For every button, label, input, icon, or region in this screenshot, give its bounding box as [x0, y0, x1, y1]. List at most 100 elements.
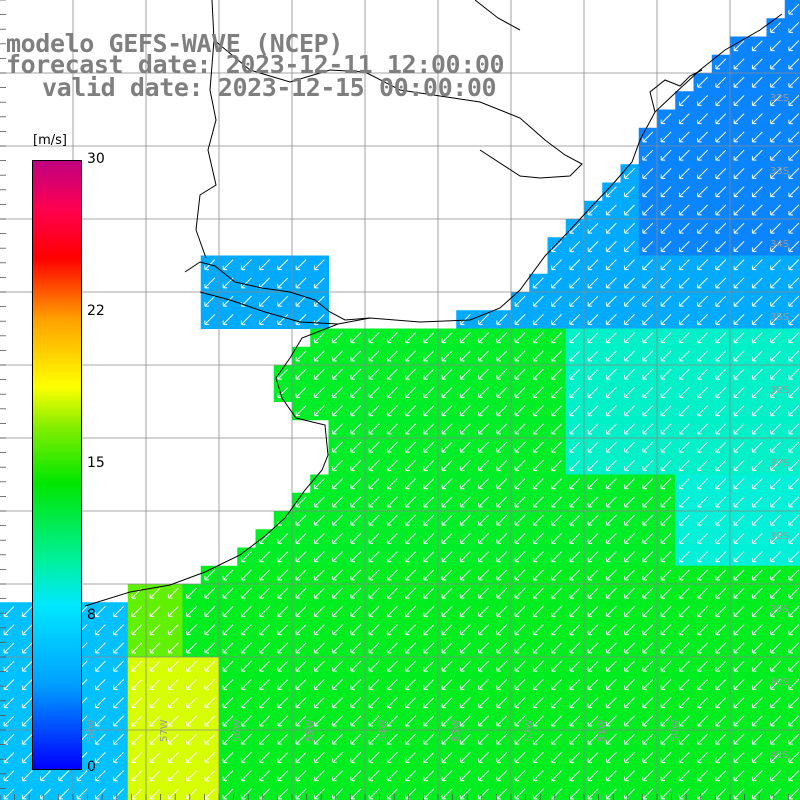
wind-arrow	[240, 314, 252, 325]
wind-arrow	[715, 131, 727, 143]
lat-label: 37S	[770, 458, 790, 469]
wind-arrow	[569, 368, 581, 380]
wind-arrow	[551, 770, 562, 782]
wind-arrow	[733, 660, 745, 672]
wind-arrow	[624, 569, 635, 581]
wind-arrow	[715, 770, 727, 782]
wind-arrow	[21, 606, 33, 617]
wind-arrow	[660, 186, 672, 198]
wind-arrow	[605, 204, 617, 216]
wind-arrow	[313, 277, 325, 289]
wind-arrow	[386, 642, 398, 654]
lat-label: 40S	[770, 677, 790, 688]
wind-arrow	[368, 660, 380, 672]
wind-arrow	[788, 788, 800, 800]
wind-arrow	[21, 788, 33, 800]
wind-arrow	[605, 624, 617, 636]
wind-arrow	[642, 295, 654, 307]
wind-arrow	[350, 478, 362, 490]
wind-arrow	[423, 551, 435, 563]
wind-arrow	[441, 697, 453, 709]
wind-arrow	[405, 405, 416, 417]
wind-arrow	[624, 423, 635, 435]
wind-arrow	[459, 642, 471, 654]
wind-arrow	[332, 496, 343, 508]
wind-arrow	[368, 460, 380, 471]
colorbar-tick-30: 30	[87, 151, 105, 167]
wind-arrow	[350, 587, 362, 599]
wind-arrow	[496, 606, 508, 617]
wind-arrow	[660, 405, 672, 417]
wind-arrow	[405, 697, 416, 709]
wind-arrow	[660, 715, 672, 727]
wind-arrow	[76, 788, 88, 800]
wind-arrow	[295, 733, 307, 745]
wind-arrow	[313, 569, 325, 581]
lon-label: 53W	[451, 719, 462, 742]
lat-label: 34S	[770, 239, 790, 250]
wind-arrow	[751, 314, 763, 325]
lon-label: 56W	[232, 719, 243, 742]
wind-arrow	[259, 551, 270, 563]
wind-arrow	[295, 405, 307, 417]
wind-arrow	[532, 277, 544, 289]
wind-arrow	[368, 423, 380, 435]
wind-arrow	[770, 368, 781, 380]
wind-arrow	[532, 715, 544, 727]
wind-arrow	[186, 752, 197, 763]
wind-arrow	[751, 460, 763, 471]
wind-arrow	[733, 551, 745, 563]
wind-arrow	[313, 606, 325, 617]
wind-arrow	[697, 259, 708, 271]
wind-arrow	[642, 660, 654, 672]
wind-arrow	[350, 770, 362, 782]
wind-arrow	[386, 533, 398, 544]
wind-arrow	[751, 569, 763, 581]
wind-arrow	[678, 788, 690, 800]
wind-arrow	[386, 496, 398, 508]
wind-arrow	[222, 259, 234, 271]
wind-arrow	[514, 441, 526, 453]
wind-arrow	[277, 642, 289, 654]
wind-arrow	[751, 350, 763, 362]
wind-arrow	[678, 168, 690, 179]
wind-arrow	[350, 533, 362, 544]
wind-arrow	[551, 752, 562, 763]
wind-arrow	[496, 514, 508, 526]
wind-arrow	[332, 423, 343, 435]
wind-arrow	[697, 752, 708, 763]
wind-arrow	[405, 715, 416, 727]
wind-arrow	[186, 679, 197, 690]
wind-arrow	[751, 95, 763, 106]
wind-arrow	[131, 660, 143, 672]
wind-arrow	[386, 660, 398, 672]
wind-arrow	[131, 697, 143, 709]
wind-arrow	[386, 514, 398, 526]
wind-arrow	[642, 624, 654, 636]
wind-speed-cell	[438, 784, 457, 800]
wind-speed-cell	[784, 620, 800, 640]
wind-arrow	[733, 131, 745, 143]
wind-arrow	[441, 423, 453, 435]
wind-arrow	[386, 752, 398, 763]
wind-arrow	[715, 405, 727, 417]
wind-arrow	[788, 587, 800, 599]
wind-arrow	[660, 679, 672, 690]
wind-arrow	[569, 752, 581, 763]
wind-arrow	[624, 551, 635, 563]
wind-arrow	[624, 441, 635, 453]
wind-arrow	[204, 697, 216, 709]
wind-arrow	[788, 76, 800, 88]
wind-arrow	[569, 277, 581, 289]
wind-arrow	[788, 22, 800, 33]
wind-speed-cell	[784, 292, 800, 311]
wind-arrow	[423, 496, 435, 508]
wind-arrow	[660, 149, 672, 161]
wind-arrow	[642, 314, 654, 325]
wind-arrow	[532, 441, 544, 453]
wind-speed-cell	[784, 474, 800, 494]
wind-arrow	[715, 679, 727, 690]
wind-arrow	[715, 241, 727, 252]
wind-arrow	[788, 131, 800, 143]
wind-arrow	[350, 514, 362, 526]
